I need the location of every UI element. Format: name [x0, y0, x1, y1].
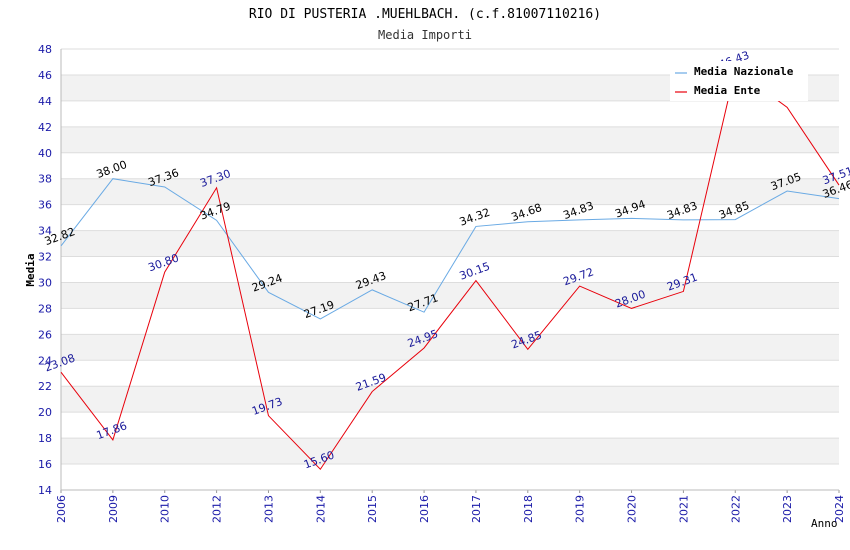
grid-band — [61, 230, 839, 257]
legend-box — [670, 61, 808, 101]
grid-band — [61, 126, 839, 153]
y-tick-label: 16 — [38, 458, 52, 471]
y-tick-label: 40 — [38, 147, 52, 160]
y-tick-label: 44 — [38, 95, 52, 108]
x-tick-label: 2016 — [418, 495, 431, 523]
y-tick-label: 26 — [38, 328, 52, 341]
data-label: 38.00 — [95, 158, 129, 181]
series-line-media-ente — [60, 68, 840, 471]
y-axis-label: Media — [24, 253, 37, 286]
grid-band — [61, 282, 839, 309]
y-tick-label: 20 — [38, 406, 52, 419]
x-tick-label: 2014 — [314, 495, 327, 523]
y-tick-label: 18 — [38, 432, 52, 445]
y-tick-label: 28 — [38, 302, 52, 315]
chart-title: RIO DI PUSTERIA .MUEHLBACH. (c.f.8100711… — [249, 7, 601, 22]
y-tick-label: 22 — [38, 380, 52, 393]
x-tick-label: 2006 — [55, 495, 68, 523]
data-label: 30.15 — [458, 260, 492, 283]
series-group — [60, 68, 840, 471]
grid-band — [61, 178, 839, 205]
x-tick-label: 2017 — [470, 495, 483, 523]
legend: Media Nazionale Media Ente — [670, 61, 808, 101]
x-tick-label: 2019 — [574, 495, 587, 523]
y-tick-label: 34 — [38, 225, 52, 238]
x-tick-label: 2023 — [781, 495, 794, 523]
y-tick-label: 32 — [38, 251, 52, 264]
x-tick-label: 2012 — [211, 495, 224, 523]
x-tick-label: 2009 — [107, 495, 120, 523]
x-tick-label: 2022 — [729, 495, 742, 523]
x-tick-label: 2021 — [677, 495, 690, 523]
x-tick-label: 2015 — [366, 495, 379, 523]
y-tick-label: 36 — [38, 199, 52, 212]
x-tick-label: 2024 — [833, 495, 846, 523]
background-bands — [61, 74, 839, 465]
y-axis-ticks: 14 16 18 20 22 24 26 28 30 32 34 36 38 40 42 44 46 48 — [38, 43, 52, 497]
legend-label-media-nazionale: Media Nazionale — [694, 65, 794, 78]
x-tick-label: 2010 — [159, 495, 172, 523]
x-axis-ticks: 2006 2009 2010 2012 2013 2014 2015 2016 2017 2018… — [55, 490, 846, 523]
y-tick-label: 24 — [38, 354, 52, 367]
grid-band — [61, 438, 839, 465]
y-tick-label: 48 — [38, 43, 52, 56]
y-tick-label: 14 — [38, 484, 52, 497]
x-tick-label: 2013 — [262, 495, 275, 523]
y-tick-label: 38 — [38, 173, 52, 186]
y-tick-label: 30 — [38, 276, 52, 289]
y-tick-label: 42 — [38, 121, 52, 134]
grid-band — [61, 386, 839, 413]
chart-subtitle: Media Importi — [378, 28, 472, 42]
series-line-media-nazionale — [60, 178, 840, 320]
legend-label-media-ente: Media Ente — [694, 84, 761, 97]
x-tick-label: 2020 — [626, 495, 639, 523]
y-tick-label: 46 — [38, 69, 52, 82]
x-tick-label: 2018 — [522, 495, 535, 523]
x-axis-label: Anno — [811, 517, 838, 530]
grid-band — [61, 334, 839, 361]
